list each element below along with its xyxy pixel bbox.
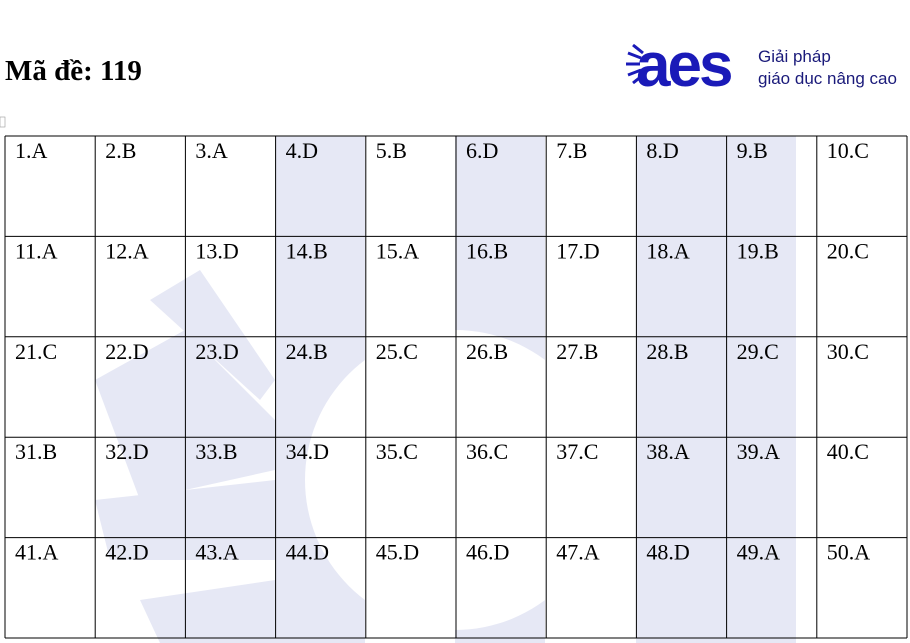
answer-cell: 37.C xyxy=(556,439,598,464)
answer-cell: 27.B xyxy=(556,339,598,364)
answer-cell: 22.D xyxy=(105,339,148,364)
answer-cell: 28.B xyxy=(646,339,688,364)
answer-cell: 23.D xyxy=(195,339,238,364)
answer-cell: 41.A xyxy=(15,540,59,565)
answer-cell: 42.D xyxy=(105,540,148,565)
answer-cell: 10.C xyxy=(827,138,869,163)
answer-cell: 19.B xyxy=(737,238,779,263)
answer-cell: 48.D xyxy=(646,540,689,565)
answer-cell: 26.B xyxy=(466,339,508,364)
answer-cell: 46.D xyxy=(466,540,509,565)
answer-cell: 47.A xyxy=(556,540,600,565)
answer-cell: 1.A xyxy=(15,138,48,163)
answer-table: 1.A 2.B 3.A 4.D 5.B 6.D 7.B 8.D 9.B 10.C 11.A 12.A 1… xyxy=(4,135,908,639)
answer-cell: 16.B xyxy=(466,238,508,263)
answer-cell: 8.D xyxy=(646,138,678,163)
answer-cell: 35.C xyxy=(376,439,418,464)
answer-cell: 6.D xyxy=(466,138,498,163)
answer-cell: 4.D xyxy=(286,138,318,163)
answer-cell: 43.A xyxy=(195,540,239,565)
answer-cell: 29.C xyxy=(737,339,779,364)
answer-cell: 2.B xyxy=(105,138,136,163)
logo-tagline: giáo dục nâng cao xyxy=(758,69,897,88)
answer-cell: 14.B xyxy=(286,238,328,263)
answer-cell: 31.B xyxy=(15,439,57,464)
answer-cell: 13.D xyxy=(195,238,238,263)
answer-cell: 7.B xyxy=(556,138,587,163)
answer-cell: 34.D xyxy=(286,439,329,464)
answer-cell: 40.C xyxy=(827,439,869,464)
exam-code: Mã đề: 119 xyxy=(5,55,142,87)
answer-cell: 20.C xyxy=(827,238,869,263)
watermark xyxy=(95,136,796,643)
answer-cell: 12.A xyxy=(105,238,149,263)
answer-cell: 38.A xyxy=(646,439,690,464)
logo-rays xyxy=(626,43,644,85)
answer-cell: 44.D xyxy=(286,540,329,565)
answer-cell: 30.C xyxy=(827,339,869,364)
table-handle xyxy=(0,116,6,128)
answer-cell: 49.A xyxy=(737,540,781,565)
answer-cell: 21.C xyxy=(15,339,57,364)
answer-cell: 5.B xyxy=(376,138,407,163)
answer-cell: 50.A xyxy=(827,540,871,565)
logo-tagline: Giải pháp xyxy=(758,47,831,66)
answer-cell: 3.A xyxy=(195,138,228,163)
answer-cell: 25.C xyxy=(376,339,418,364)
logo-brand: aes xyxy=(636,31,731,100)
logo: aes Giải pháp giáo dục nâng cao xyxy=(626,31,897,100)
answer-cell: 39.A xyxy=(737,439,781,464)
answer-cell: 17.D xyxy=(556,238,599,263)
answer-cell: 15.A xyxy=(376,238,420,263)
answer-cell: 24.B xyxy=(286,339,328,364)
answer-cell: 11.A xyxy=(15,238,58,263)
answer-cell: 45.D xyxy=(376,540,419,565)
answer-cell: 18.A xyxy=(646,238,690,263)
answer-cell: 33.B xyxy=(195,439,237,464)
answer-cell: 9.B xyxy=(737,138,768,163)
answer-cell: 36.C xyxy=(466,439,508,464)
answer-cell: 32.D xyxy=(105,439,148,464)
